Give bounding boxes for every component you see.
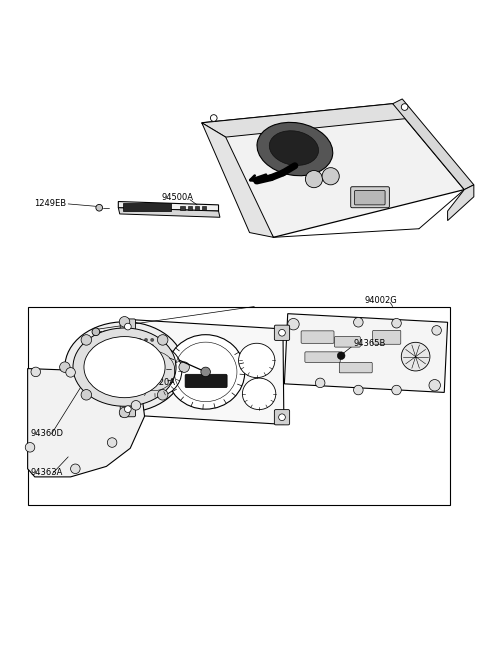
Circle shape bbox=[392, 318, 401, 328]
Circle shape bbox=[92, 328, 100, 336]
FancyBboxPatch shape bbox=[195, 206, 199, 210]
Ellipse shape bbox=[239, 343, 275, 378]
Polygon shape bbox=[284, 314, 447, 392]
FancyBboxPatch shape bbox=[339, 362, 372, 373]
Circle shape bbox=[150, 344, 154, 348]
Polygon shape bbox=[118, 201, 218, 211]
Circle shape bbox=[96, 205, 103, 211]
FancyBboxPatch shape bbox=[372, 331, 401, 344]
FancyBboxPatch shape bbox=[351, 187, 389, 208]
FancyBboxPatch shape bbox=[123, 203, 171, 211]
Circle shape bbox=[337, 352, 345, 359]
Circle shape bbox=[322, 168, 339, 185]
Circle shape bbox=[201, 367, 210, 377]
Circle shape bbox=[157, 390, 168, 400]
FancyBboxPatch shape bbox=[305, 352, 340, 362]
Circle shape bbox=[144, 344, 148, 348]
Polygon shape bbox=[447, 185, 474, 220]
Text: 94500A: 94500A bbox=[161, 194, 193, 202]
Polygon shape bbox=[393, 99, 474, 190]
Circle shape bbox=[315, 378, 325, 388]
Circle shape bbox=[60, 362, 70, 373]
FancyBboxPatch shape bbox=[275, 325, 289, 340]
Circle shape bbox=[157, 335, 168, 345]
Circle shape bbox=[354, 385, 363, 395]
Circle shape bbox=[392, 385, 401, 395]
Text: 1249EB: 1249EB bbox=[34, 199, 66, 209]
Circle shape bbox=[279, 414, 285, 420]
Circle shape bbox=[288, 318, 299, 330]
Circle shape bbox=[81, 335, 92, 345]
Polygon shape bbox=[202, 104, 464, 237]
FancyBboxPatch shape bbox=[355, 190, 385, 205]
Text: 94120A: 94120A bbox=[144, 379, 176, 388]
Ellipse shape bbox=[242, 378, 276, 409]
Circle shape bbox=[108, 438, 117, 447]
Circle shape bbox=[81, 390, 92, 400]
Circle shape bbox=[354, 318, 363, 327]
Circle shape bbox=[305, 171, 323, 188]
Text: 94002G: 94002G bbox=[364, 297, 397, 305]
Circle shape bbox=[138, 338, 142, 342]
FancyBboxPatch shape bbox=[202, 206, 206, 210]
Circle shape bbox=[150, 338, 154, 342]
FancyBboxPatch shape bbox=[275, 409, 289, 425]
Ellipse shape bbox=[126, 344, 182, 397]
FancyBboxPatch shape bbox=[301, 331, 334, 343]
Circle shape bbox=[138, 344, 142, 348]
Ellipse shape bbox=[257, 123, 333, 176]
Circle shape bbox=[31, 367, 40, 377]
Circle shape bbox=[66, 367, 75, 377]
Circle shape bbox=[401, 104, 408, 110]
Circle shape bbox=[124, 406, 131, 413]
Ellipse shape bbox=[65, 322, 184, 413]
Polygon shape bbox=[28, 369, 144, 477]
Circle shape bbox=[179, 362, 190, 373]
FancyBboxPatch shape bbox=[188, 206, 192, 210]
Text: 94365B: 94365B bbox=[354, 338, 386, 348]
Circle shape bbox=[71, 464, 80, 474]
Circle shape bbox=[144, 338, 148, 342]
FancyBboxPatch shape bbox=[180, 206, 185, 210]
Polygon shape bbox=[202, 123, 274, 237]
Polygon shape bbox=[126, 319, 284, 424]
Ellipse shape bbox=[269, 131, 319, 165]
Circle shape bbox=[432, 325, 442, 335]
FancyBboxPatch shape bbox=[120, 401, 135, 417]
Ellipse shape bbox=[84, 337, 165, 398]
Polygon shape bbox=[118, 208, 220, 217]
Text: 94363A: 94363A bbox=[31, 468, 63, 477]
Circle shape bbox=[279, 329, 285, 336]
FancyBboxPatch shape bbox=[335, 337, 360, 347]
Circle shape bbox=[119, 407, 130, 418]
Circle shape bbox=[119, 317, 130, 327]
Text: 1018AD: 1018AD bbox=[104, 340, 137, 349]
Ellipse shape bbox=[167, 335, 245, 409]
FancyBboxPatch shape bbox=[185, 375, 227, 388]
Circle shape bbox=[131, 401, 141, 410]
Circle shape bbox=[124, 323, 131, 330]
Ellipse shape bbox=[73, 328, 176, 406]
Polygon shape bbox=[202, 104, 412, 137]
Circle shape bbox=[25, 443, 35, 452]
Circle shape bbox=[401, 342, 430, 371]
Circle shape bbox=[429, 380, 441, 391]
Text: 94360D: 94360D bbox=[31, 430, 64, 438]
FancyBboxPatch shape bbox=[120, 319, 135, 334]
Circle shape bbox=[210, 115, 217, 121]
